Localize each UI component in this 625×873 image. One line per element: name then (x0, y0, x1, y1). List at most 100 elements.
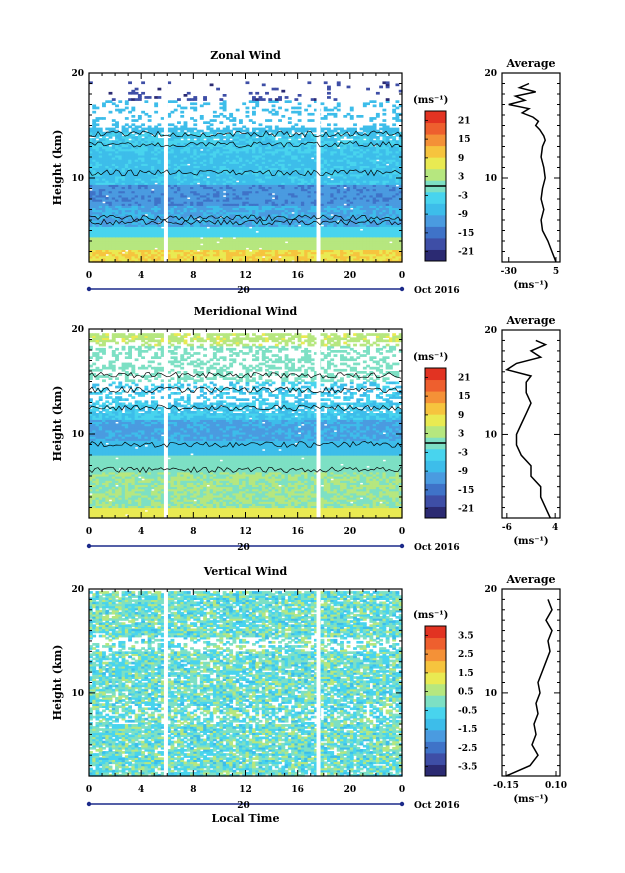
heatmap-cell (261, 217, 266, 221)
heatmap-cell (346, 249, 351, 253)
heatmap-cell (229, 257, 234, 261)
heatmap-cell (349, 205, 354, 208)
heatmap-cell (255, 201, 260, 204)
heatmap-cell (199, 238, 204, 242)
heatmap-cell (353, 245, 357, 248)
heatmap-cell (137, 255, 142, 259)
heatmap-cell (245, 215, 250, 219)
heatmap-cell (369, 251, 374, 255)
heatmap-cell (235, 253, 240, 257)
heatmap-cell (167, 230, 172, 234)
heatmap-cell (271, 209, 276, 213)
heatmap-cell (160, 253, 165, 257)
heatmap-cell (362, 236, 367, 240)
heatmap-cell (183, 228, 188, 232)
heatmap-cell (261, 209, 266, 213)
heatmap-cell (89, 257, 93, 261)
heatmap-cell (343, 234, 348, 238)
heatmap-cell (232, 257, 237, 261)
heatmap-cell (134, 209, 139, 213)
heatmap-cell (134, 201, 139, 204)
heatmap-cell (252, 209, 256, 213)
heatmap-cell (336, 215, 341, 219)
heatmap-cell (229, 228, 234, 232)
heatmap-cell (199, 232, 204, 236)
heatmap-cell (356, 209, 361, 213)
heatmap-cell (98, 220, 103, 223)
heatmap-cell (245, 205, 250, 208)
heatmap-cell (362, 257, 367, 261)
heatmap-cell (147, 207, 152, 211)
heatmap-cell (392, 245, 397, 248)
heatmap-cell (336, 213, 341, 217)
heatmap-cell (190, 207, 194, 211)
heatmap-cell (304, 201, 309, 204)
heatmap-cell (307, 234, 312, 238)
heatmap-cell (180, 236, 185, 240)
heatmap-cell (287, 247, 292, 250)
heatmap-cell (92, 255, 97, 259)
heatmap-cell (300, 259, 305, 263)
heatmap-cell (216, 257, 221, 261)
heatmap-cell (154, 241, 159, 244)
heatmap-cell (199, 226, 204, 229)
heatmap-cell (268, 230, 273, 234)
heatmap-cell (92, 224, 97, 227)
heatmap-cell (362, 196, 367, 200)
heatmap-cell (313, 238, 318, 242)
heatmap-cell (323, 192, 328, 196)
heatmap-cell (177, 253, 181, 257)
heatmap-cell (206, 255, 211, 259)
heatmap-cell (177, 211, 181, 215)
heatmap-cell (291, 238, 296, 242)
heatmap-cell (105, 199, 110, 202)
heatmap-cell (222, 228, 227, 232)
heatmap-cell (369, 253, 374, 257)
heatmap-cell (102, 203, 106, 206)
heatmap-cell (115, 238, 119, 242)
heatmap-cell (323, 224, 328, 227)
heatmap-cell (115, 257, 119, 261)
heatmap-cell (307, 236, 312, 240)
heatmap-cell (235, 257, 240, 261)
heatmap-cell (379, 238, 384, 242)
heatmap-cell (131, 259, 136, 263)
heatmap-cell (362, 217, 367, 221)
heatmap-cell (154, 209, 159, 213)
heatmap-cell (388, 205, 393, 208)
heatmap-cell (177, 224, 181, 227)
heatmap-cell (300, 251, 305, 255)
heatmap-cell (327, 194, 331, 198)
heatmap-cell (225, 220, 230, 223)
heatmap-cell (177, 234, 181, 238)
heatmap-cell (177, 207, 181, 211)
heatmap-cell (203, 203, 207, 206)
heatmap-cell (366, 201, 370, 204)
heatmap-cell (369, 259, 374, 263)
heatmap-cell (111, 236, 116, 240)
heatmap-cell (265, 241, 269, 244)
heatmap-cell (238, 211, 243, 215)
heatmap-cell (147, 213, 152, 217)
heatmap-cell (359, 199, 364, 202)
heatmap-cell (115, 207, 119, 211)
heatmap-cell (193, 192, 198, 196)
heatmap-cell (134, 226, 139, 229)
heatmap-cell (388, 238, 393, 242)
heatmap-cell (375, 249, 380, 253)
heatmap-cell (379, 247, 384, 250)
heatmap-cell (115, 241, 119, 244)
heatmap-cell (102, 205, 106, 208)
heatmap-cell (137, 243, 142, 246)
heatmap-cell (242, 245, 247, 248)
heatmap-cell (287, 232, 292, 236)
heatmap-cell (252, 232, 256, 236)
heatmap-cell (98, 190, 103, 194)
heatmap-cell (229, 209, 234, 213)
heatmap-cell (190, 211, 194, 215)
heatmap-cell (160, 222, 165, 225)
heatmap-cell (118, 255, 123, 259)
heatmap-cell (98, 230, 103, 234)
heatmap-cell (186, 236, 191, 240)
heatmap-cell (392, 192, 397, 196)
